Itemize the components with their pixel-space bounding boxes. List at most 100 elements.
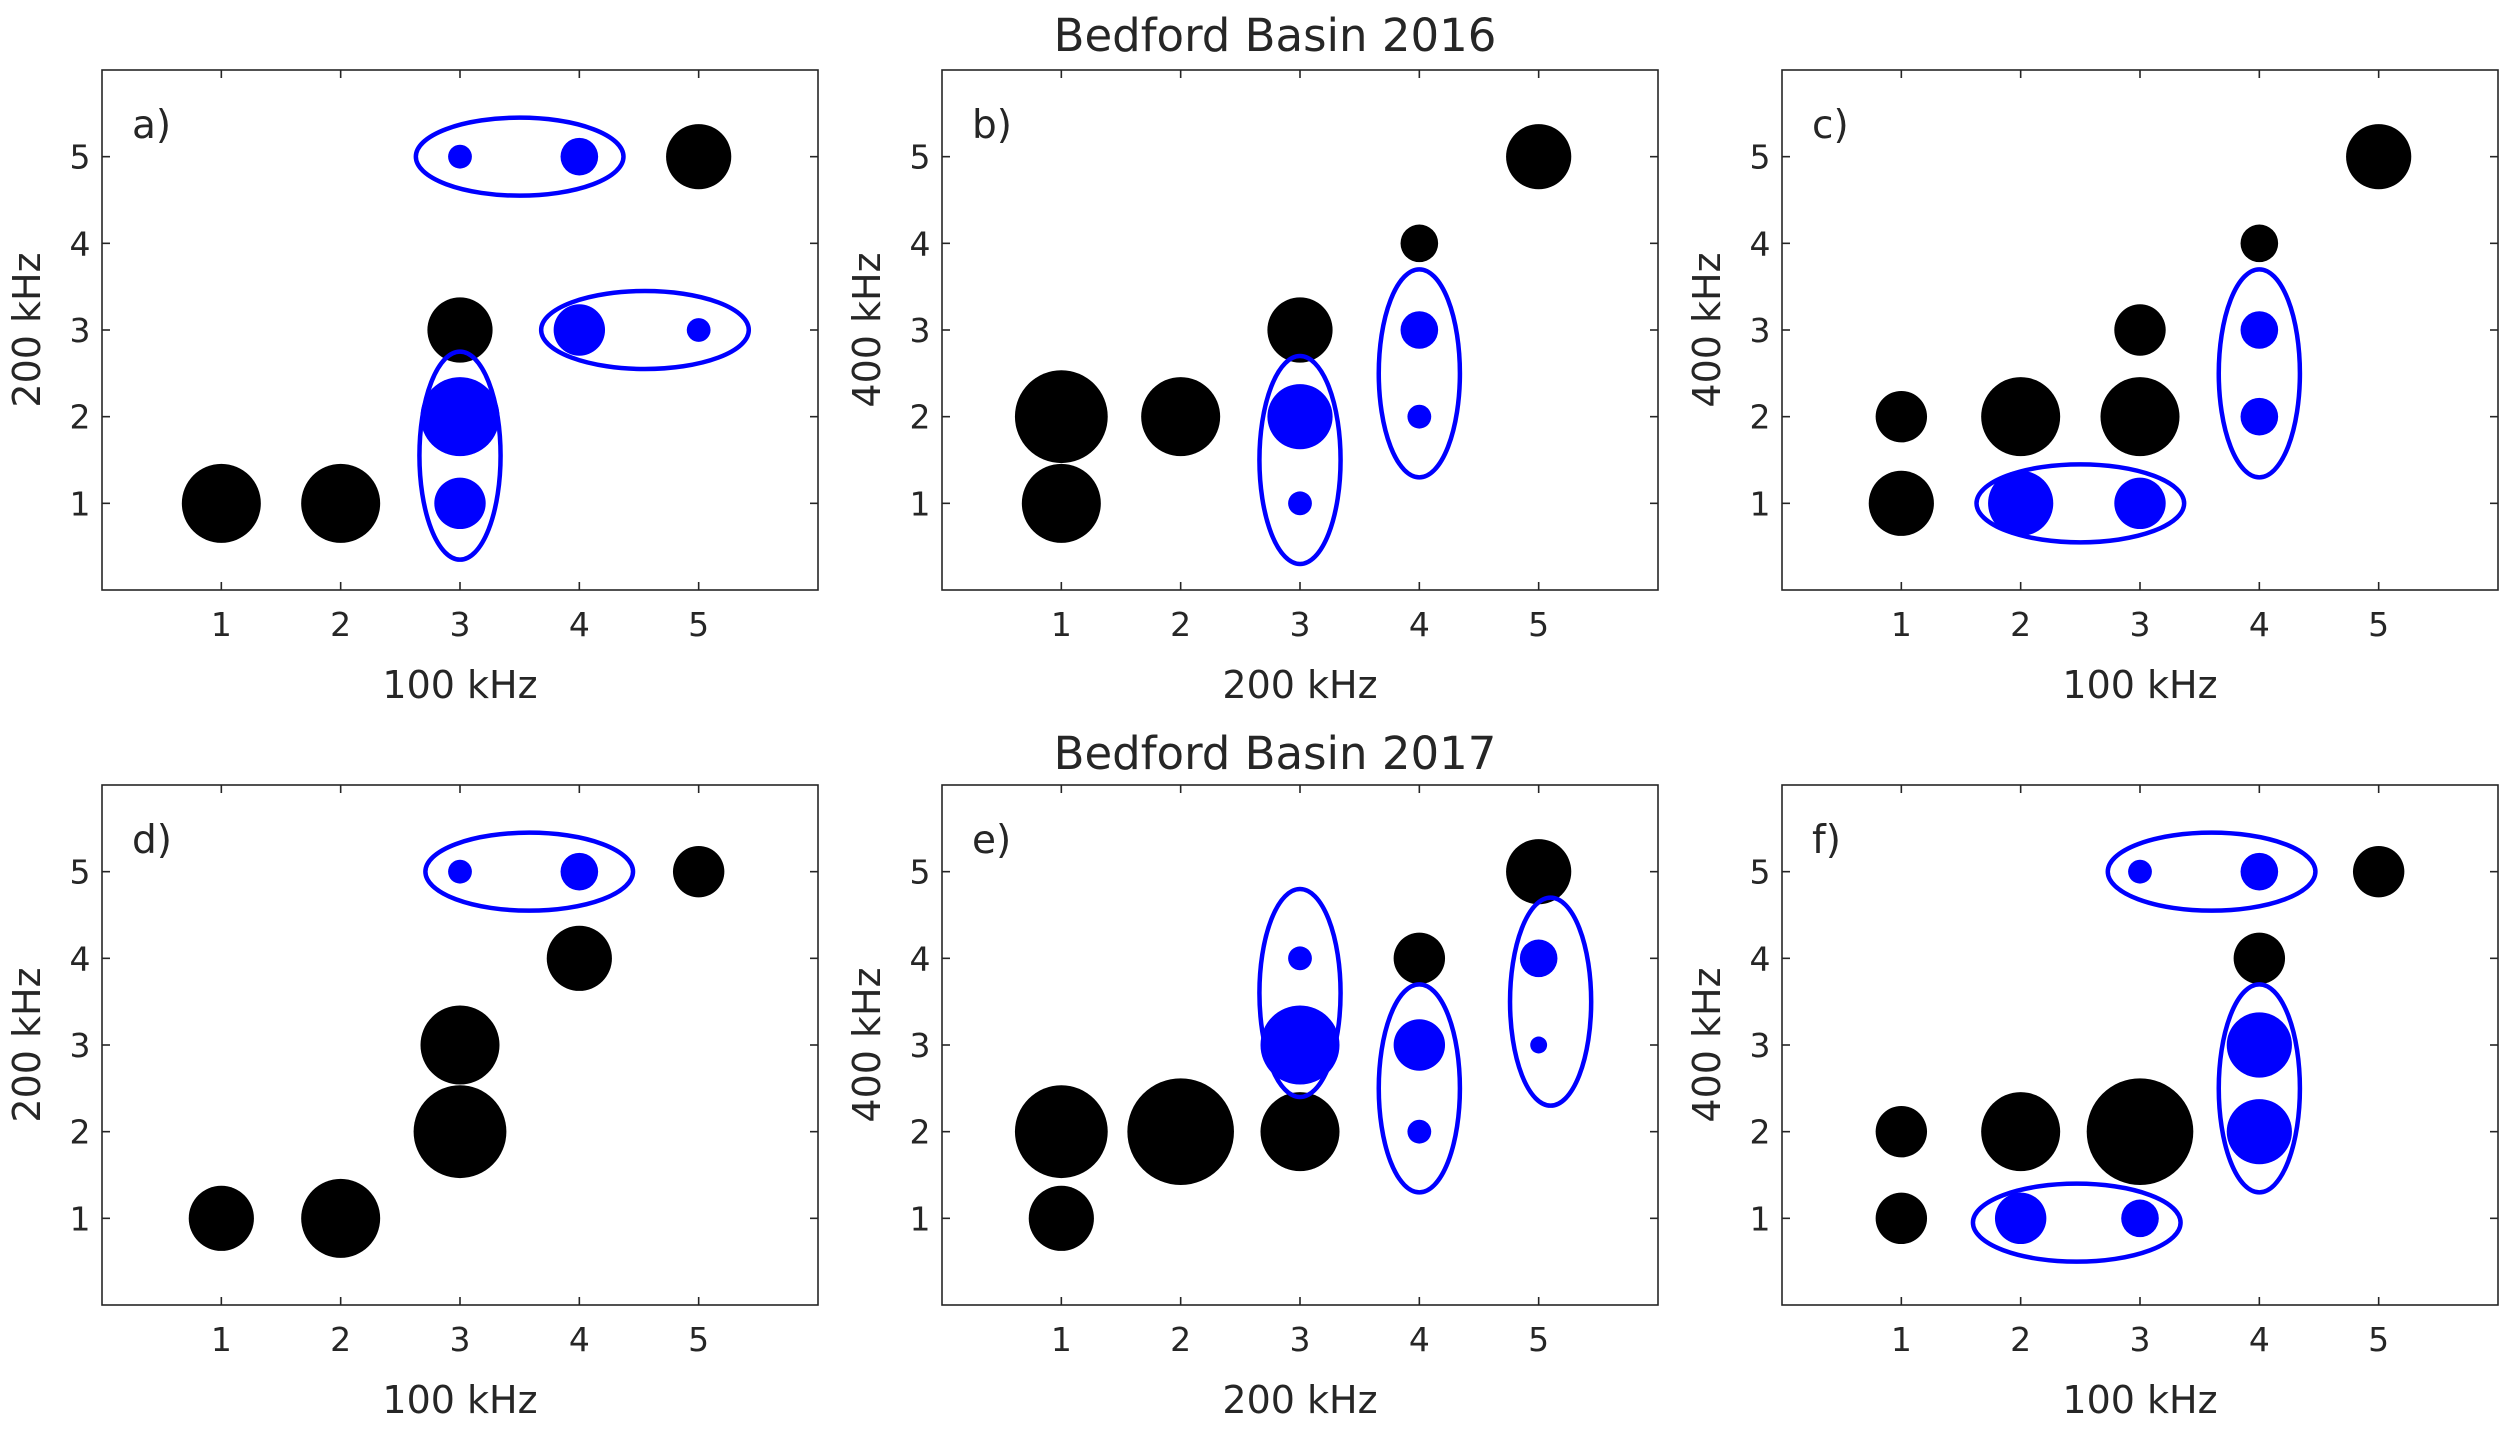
- chart-panel: 1 2 3 4 5 1 2 3 4 5 100 kHz 200 kHz a): [5, 69, 819, 707]
- y-tick-label: 3: [70, 311, 91, 350]
- chart-panel: 1 2 3 4 5 1 2 3 4 5 200 kHz 400 kHz e): [845, 784, 1659, 1422]
- y-tick-label: 1: [910, 1199, 931, 1238]
- data-point-blue: [2226, 1012, 2292, 1078]
- data-point-blue: [434, 477, 486, 530]
- data-point-blue: [2114, 477, 2166, 530]
- data-point-blue: [2128, 859, 2152, 884]
- x-tick-label: 5: [2368, 1320, 2389, 1359]
- x-tick-label: 2: [2010, 605, 2031, 644]
- y-axis-label: 400 kHz: [1685, 967, 1729, 1122]
- chart-panel: 1 2 3 4 5 1 2 3 4 5 100 kHz 400 kHz c): [1685, 69, 2499, 707]
- data-point-blue: [2240, 397, 2279, 436]
- y-tick-label: 3: [1750, 1026, 1771, 1065]
- y-axis-label: 400 kHz: [845, 252, 889, 407]
- x-tick-label: 5: [2368, 605, 2389, 644]
- data-point-blue: [2240, 852, 2279, 891]
- y-tick-label: 2: [910, 398, 931, 437]
- y-tick-label: 3: [910, 1026, 931, 1065]
- data-point-black: [1506, 124, 1572, 190]
- group-ellipse: [2105, 830, 2318, 913]
- x-tick-label: 3: [1290, 1320, 1311, 1359]
- data-point-blue: [1393, 1019, 1446, 1071]
- data-point-blue: [1407, 404, 1432, 429]
- x-tick-label: 1: [1891, 605, 1912, 644]
- data-point-blue: [1288, 491, 1312, 516]
- data-point-blue: [1519, 939, 1558, 978]
- y-tick-label: 2: [910, 1113, 931, 1152]
- y-tick-label: 2: [1750, 1113, 1771, 1152]
- data-point-black: [2233, 932, 2286, 985]
- x-axis-label: 100 kHz: [2062, 1378, 2217, 1422]
- data-point-blue: [448, 859, 472, 884]
- group-ellipse: [1257, 353, 1343, 567]
- y-tick-label: 4: [70, 224, 91, 263]
- data-point-blue: [2240, 311, 2279, 349]
- group-ellipse: [2216, 982, 2303, 1195]
- y-tick-label: 5: [1750, 138, 1771, 177]
- x-tick-label: 5: [1528, 605, 1549, 644]
- group-ellipse: [1970, 1181, 2183, 1264]
- x-tick-label: 5: [688, 605, 709, 644]
- x-axis-label: 200 kHz: [1222, 1378, 1377, 1422]
- group-ellipse: [1376, 982, 1463, 1195]
- data-point-black: [188, 1185, 254, 1251]
- data-point-blue: [1530, 1036, 1548, 1054]
- y-tick-label: 3: [70, 1026, 91, 1065]
- figure-title-2016: Bedford Basin 2016: [1054, 9, 1497, 62]
- panel-label: a): [132, 103, 171, 148]
- x-tick-label: 5: [1528, 1320, 1549, 1359]
- y-axis-label: 400 kHz: [845, 967, 889, 1122]
- group-ellipse: [538, 288, 752, 372]
- data-point-black: [2100, 377, 2180, 457]
- data-point-blue: [686, 318, 711, 342]
- data-point-blue: [420, 377, 500, 457]
- x-tick-label: 4: [2249, 1320, 2270, 1359]
- x-axis-label: 100 kHz: [382, 663, 537, 707]
- data-point-black: [1141, 377, 1221, 457]
- y-tick-label: 1: [1750, 484, 1771, 523]
- x-tick-label: 2: [330, 1320, 351, 1359]
- group-ellipse: [1507, 895, 1594, 1108]
- y-tick-label: 5: [910, 138, 931, 177]
- data-point-black: [2114, 304, 2166, 356]
- group-ellipse: [413, 115, 626, 198]
- data-point-black: [301, 1178, 381, 1258]
- panel-label: b): [972, 103, 1012, 148]
- panels: 1 2 3 4 5 1 2 3 4 5 100 kHz 200 kHz a) 1 2 3 4 5 1 2 3 4 5 200 …: [5, 69, 2499, 1422]
- x-tick-label: 3: [450, 1320, 471, 1359]
- x-axis-label: 100 kHz: [382, 1378, 537, 1422]
- chart-panel: 1 2 3 4 5 1 2 3 4 5 100 kHz 200 kHz d): [5, 784, 819, 1422]
- y-tick-label: 2: [1750, 398, 1771, 437]
- y-tick-label: 3: [1750, 311, 1771, 350]
- group-ellipse: [417, 349, 503, 562]
- data-point-blue: [1988, 470, 2054, 536]
- data-point-black: [1021, 463, 1101, 543]
- y-tick-label: 4: [1750, 224, 1771, 263]
- y-tick-label: 1: [910, 484, 931, 523]
- y-tick-label: 4: [1750, 939, 1771, 978]
- x-tick-label: 3: [450, 605, 471, 644]
- data-point-black: [427, 297, 493, 363]
- data-point-blue: [448, 144, 472, 169]
- y-axis-label: 200 kHz: [5, 967, 49, 1122]
- group-ellipse: [423, 830, 636, 913]
- data-point-black: [1127, 1078, 1234, 1185]
- figure-title-2017: Bedford Basin 2017: [1054, 727, 1497, 780]
- x-tick-label: 5: [688, 1320, 709, 1359]
- x-tick-label: 1: [211, 1320, 232, 1359]
- data-point-blue: [1288, 946, 1312, 971]
- data-point-blue: [1260, 1005, 1340, 1085]
- panel-label: f): [1812, 818, 1841, 863]
- y-tick-label: 1: [70, 484, 91, 523]
- group-ellipse: [1257, 886, 1343, 1100]
- group-ellipse: [1376, 267, 1463, 480]
- x-tick-label: 3: [1290, 605, 1311, 644]
- x-tick-label: 2: [2010, 1320, 2031, 1359]
- x-tick-label: 4: [569, 605, 590, 644]
- y-axis-label: 200 kHz: [5, 252, 49, 407]
- y-tick-label: 5: [910, 853, 931, 892]
- data-point-black: [1981, 1092, 2061, 1172]
- panel-label: c): [1812, 103, 1849, 148]
- chart-panel: 1 2 3 4 5 1 2 3 4 5 100 kHz 400 kHz f): [1685, 784, 2499, 1422]
